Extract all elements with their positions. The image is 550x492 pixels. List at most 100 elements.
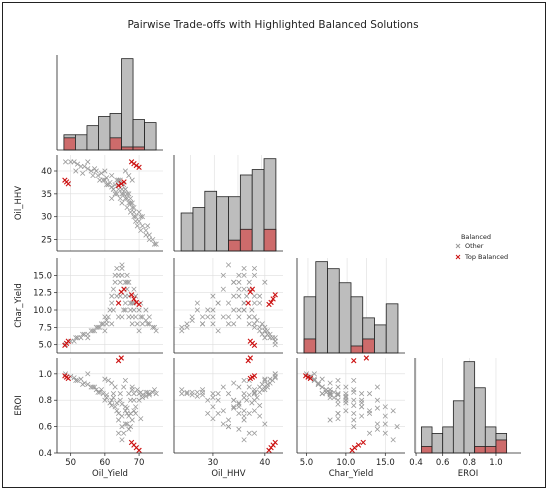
point-other-stroke: [112, 191, 118, 197]
point-other-stroke: [225, 314, 232, 320]
point-other-stroke: [114, 408, 120, 414]
point-other-stroke: [139, 314, 146, 320]
hist-bar-balanced: [239, 228, 253, 252]
point-other-stroke: [246, 279, 252, 285]
point-other-stroke: [153, 241, 159, 247]
hist-bar-other: [86, 125, 99, 151]
point-other-stroke: [105, 182, 111, 188]
point-balanced-stroke: [363, 355, 370, 361]
legend-label: Other: [465, 242, 484, 250]
point-other-stroke: [129, 200, 135, 206]
point-other-stroke: [114, 265, 120, 271]
x-axis-label: Oil_Yield: [92, 469, 128, 479]
point-other-stroke: [236, 307, 242, 313]
point-other-stroke: [199, 321, 206, 327]
point-other-stroke: [114, 191, 120, 197]
point-other-stroke: [109, 402, 115, 409]
point-other-stroke: [109, 172, 115, 179]
point-other-stroke: [210, 293, 216, 299]
point-other-stroke: [73, 335, 79, 341]
point-other-stroke: [194, 300, 200, 306]
point-other-stroke: [199, 389, 206, 395]
point-other-stroke: [335, 401, 341, 407]
point-other-stroke: [143, 307, 149, 313]
point-other-stroke: [126, 293, 132, 299]
x-tick-label: 0.4: [409, 458, 423, 468]
panel-oil_yield-vs-oil_yield: [56, 55, 163, 151]
legend-title: Balanced: [461, 233, 491, 241]
point-other-stroke: [394, 424, 400, 430]
point-other-stroke: [335, 416, 341, 422]
point-other-stroke: [98, 170, 105, 176]
point-other-stroke: [225, 424, 232, 430]
point-other-stroke: [199, 314, 206, 320]
point-other-stroke: [102, 168, 108, 174]
point-other-stroke: [85, 381, 91, 387]
point-other-stroke: [210, 416, 216, 422]
point-other-stroke: [319, 376, 325, 382]
panel-eroi-vs-oil_yield: 0.4 0.6 0.8 1.0 EROI 50 60 70 Oil_Yield: [14, 355, 163, 479]
point-other-stroke: [343, 408, 349, 414]
point-other-stroke: [251, 293, 258, 299]
y-tick-label: 35: [41, 190, 52, 200]
point-other-stroke: [122, 168, 128, 174]
point-other-stroke: [249, 400, 255, 406]
point-balanced-stroke: [121, 286, 127, 292]
point-other-stroke: [133, 410, 139, 416]
point-other-stroke: [220, 286, 226, 292]
point-other-stroke: [251, 408, 258, 414]
point-other-stroke: [153, 328, 159, 334]
x-tick-label: 5.0: [300, 458, 314, 468]
point-other-stroke: [215, 300, 221, 306]
point-other-stroke: [194, 393, 200, 399]
point-other-stroke: [133, 214, 139, 220]
series-balanced: [302, 355, 370, 454]
point-other-stroke: [210, 314, 216, 320]
point-other-stroke: [122, 186, 128, 192]
point-other-stroke: [246, 321, 252, 327]
point-other-stroke: [323, 389, 329, 395]
point-other-stroke: [110, 395, 117, 401]
point-other-stroke: [93, 168, 99, 174]
y-tick-label: 0.6: [38, 423, 52, 433]
panel-eroi-vs-eroi: 0.4 0.6 0.8 1.0 EROI: [409, 358, 521, 479]
series-balanced: [62, 159, 142, 189]
point-other-stroke: [133, 404, 139, 410]
point-other-stroke: [319, 391, 325, 397]
point-other-stroke: [80, 381, 86, 387]
point-other-stroke: [374, 426, 380, 432]
point-balanced-stroke: [133, 445, 140, 451]
point-other-stroke: [246, 410, 252, 416]
point-other-stroke: [257, 384, 263, 390]
point-other-stroke: [246, 392, 252, 398]
point-balanced-stroke: [270, 296, 276, 302]
hist-bar-balanced: [362, 338, 375, 354]
point-other-stroke: [236, 410, 242, 416]
point-other-stroke: [103, 175, 110, 181]
x-tick-label: 30: [208, 458, 219, 468]
point-other-stroke: [374, 397, 380, 403]
point-other-stroke: [225, 300, 232, 306]
point-other-stroke: [205, 410, 211, 416]
point-other-stroke: [109, 397, 115, 403]
point-other-stroke: [327, 389, 333, 395]
point-other-stroke: [97, 389, 103, 395]
x-tick-label: 0.6: [436, 458, 450, 468]
point-other-stroke: [138, 314, 144, 320]
point-other-stroke: [88, 168, 94, 174]
point-other-stroke: [220, 314, 226, 320]
point-balanced-stroke: [131, 442, 137, 448]
point-other-stroke: [331, 395, 337, 401]
point-balanced-stroke: [128, 292, 135, 298]
hist-bar-other: [144, 122, 157, 151]
point-other-stroke: [225, 417, 232, 423]
point-other-stroke: [103, 182, 110, 188]
point-other-stroke: [124, 421, 130, 427]
panel-oil_hhv-vs-oil_hhv: [173, 155, 283, 252]
point-other-stroke: [124, 272, 130, 278]
point-other-stroke: [194, 307, 200, 313]
point-other-stroke: [351, 402, 357, 409]
point-other-stroke: [102, 328, 108, 334]
point-other-stroke: [97, 324, 103, 330]
y-axis-label: Oil_HHV: [14, 186, 24, 220]
